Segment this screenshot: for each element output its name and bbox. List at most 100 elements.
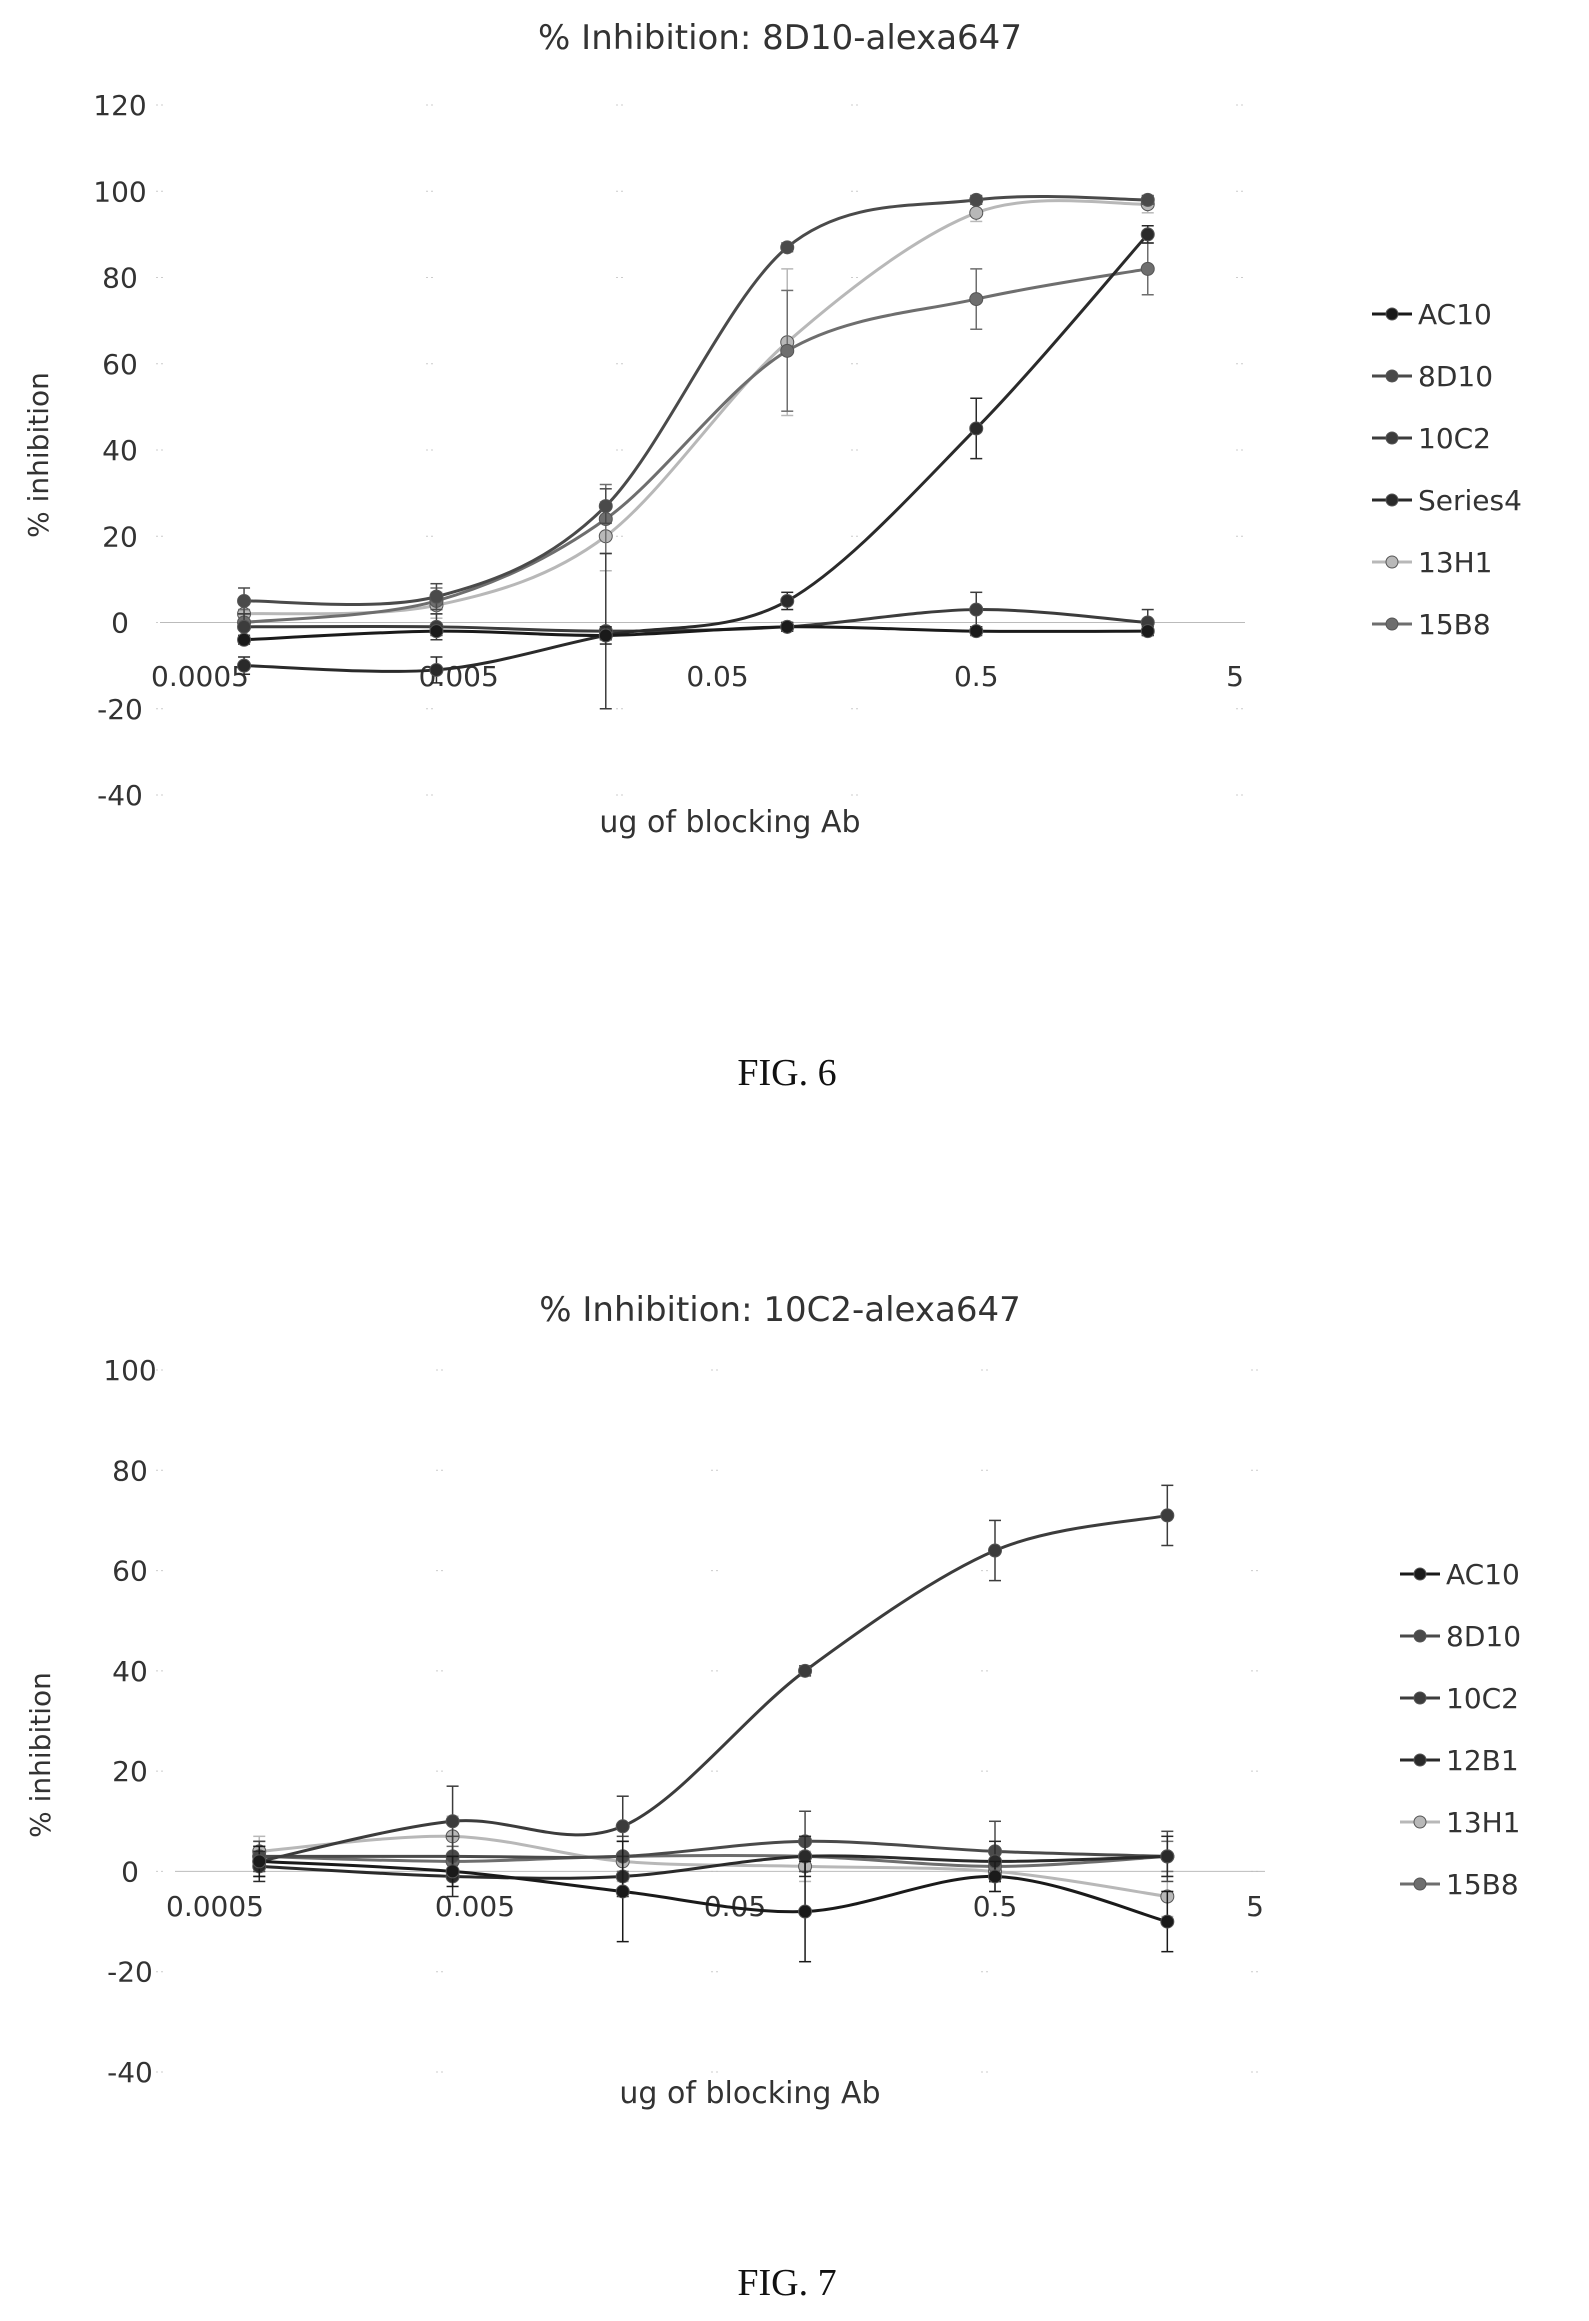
x-axis-label: ug of blocking Ab (619, 2076, 880, 2111)
data-point (969, 624, 984, 639)
data-point (1140, 261, 1155, 276)
x-axis-label: ug of blocking Ab (599, 805, 860, 840)
legend-item-ac10: AC10 (1372, 298, 1492, 331)
legend-item-12b1: 12B1 (1400, 1744, 1519, 1777)
legend-label: 12B1 (1446, 1744, 1519, 1777)
y-tick-label: 20 (112, 1755, 148, 1788)
y-tick-label: 40 (102, 434, 138, 467)
plot-series (237, 192, 1155, 710)
data-point (969, 192, 984, 207)
legend-label: 10C2 (1446, 1682, 1519, 1715)
y-tick-label: 40 (112, 1655, 148, 1688)
legend-swatch-marker (1413, 1753, 1427, 1767)
y-tick-labels: -40 -20 0 20 40 60 80 100 120 (93, 89, 146, 812)
series-13h1 (237, 194, 1155, 628)
legend-item-10c2: 10C2 (1400, 1682, 1519, 1715)
x-tick-label: 0.0005 (166, 1890, 264, 1923)
x-tick-labels: 0.0005 0.005 0.05 0.5 5 (166, 1890, 1264, 1923)
legend-item-10c2: 10C2 (1372, 422, 1491, 455)
series-ac10 (252, 1840, 1175, 1963)
series-10c2 (252, 1484, 1175, 1878)
chart-title: % Inhibition: 8D10-alexa647 (538, 18, 1022, 58)
data-point (798, 1663, 813, 1678)
gridlines (156, 1369, 1259, 2073)
series-line (259, 1854, 1168, 1880)
series-8d10 (237, 192, 1155, 615)
data-point (969, 205, 984, 220)
data-point (615, 1884, 630, 1899)
series-line (244, 233, 1149, 673)
data-point (988, 1543, 1002, 1558)
legend: AC10 8D10 10C2 12B1 13H1 15B8 (1400, 1558, 1521, 1901)
data-point (1140, 227, 1155, 242)
data-point (1160, 1914, 1175, 1929)
legend: AC10 8D10 10C2 Series4 13H1 15B8 (1372, 298, 1522, 641)
data-point (429, 662, 444, 677)
legend-swatch-marker (1385, 369, 1399, 383)
series-series4 (237, 225, 1155, 684)
legend-label: 13H1 (1446, 1806, 1521, 1839)
data-point (615, 1819, 630, 1834)
x-tick-label: 5 (1226, 660, 1244, 693)
data-point (429, 624, 444, 639)
data-point (237, 593, 252, 608)
legend-item-15b8: 15B8 (1400, 1868, 1519, 1901)
series-ac10 (237, 619, 1155, 647)
legend-swatch-marker (1385, 555, 1399, 569)
figure-caption: FIG. 6 (737, 1052, 836, 1094)
y-tick-label: -20 (107, 1956, 153, 1989)
x-tick-label: 0.0005 (151, 660, 249, 693)
x-tick-label: 0.005 (435, 1890, 515, 1923)
y-tick-label: 100 (103, 1354, 156, 1387)
series-line (244, 195, 1148, 606)
data-point (988, 1869, 1002, 1884)
x-tick-label: 0.5 (973, 1890, 1018, 1923)
data-point (1160, 1508, 1175, 1523)
data-point (429, 589, 444, 604)
legend-swatch-marker (1385, 493, 1399, 507)
plot-series (252, 1484, 1175, 1963)
chart-title: % Inhibition: 10C2-alexa647 (539, 1290, 1020, 1330)
series-line (243, 199, 1148, 616)
x-tick-label: 5 (1246, 1890, 1264, 1923)
series-line (259, 1859, 1168, 1924)
data-point (237, 632, 252, 647)
data-point (445, 1814, 460, 1829)
data-point (969, 292, 984, 307)
data-point (780, 240, 795, 255)
x-tick-label: 0.005 (419, 660, 499, 693)
x-tick-label: 0.5 (954, 660, 999, 693)
legend-swatch-marker (1413, 1691, 1427, 1705)
y-tick-label: 80 (112, 1454, 148, 1487)
data-point (780, 593, 795, 608)
legend-label: 13H1 (1418, 546, 1493, 579)
y-tick-label: 60 (112, 1555, 148, 1588)
data-point (969, 421, 984, 436)
figure-caption: FIG. 7 (737, 2262, 836, 2304)
x-tick-labels: 0.0005 0.005 0.05 0.5 5 (151, 660, 1244, 693)
y-tick-labels: -40 -20 0 20 40 60 80 100 (103, 1354, 156, 2089)
data-point (1140, 624, 1155, 639)
y-axis-label: % inhibition (24, 1672, 57, 1838)
data-point (1140, 192, 1155, 207)
legend-label: 8D10 (1446, 1620, 1521, 1653)
series-line (243, 267, 1148, 624)
data-point (780, 619, 795, 634)
gridlines (156, 104, 1244, 796)
series-line (259, 1839, 1168, 1859)
series-line (259, 1853, 1168, 1868)
y-axis-label: % inhibition (22, 372, 55, 538)
legend-label: 10C2 (1418, 422, 1491, 455)
y-tick-label: 60 (102, 348, 138, 381)
data-point (780, 343, 795, 358)
y-tick-label: 20 (102, 520, 138, 553)
data-point (598, 499, 613, 514)
legend-swatch-marker (1413, 1815, 1427, 1829)
series-line (258, 1513, 1168, 1863)
y-tick-label: 100 (93, 175, 146, 208)
legend-label: Series4 (1418, 484, 1522, 517)
chart-fig7: % Inhibition: 10C2-alexa647 % inhibition… (24, 1290, 1521, 2111)
y-tick-label: 0 (121, 1855, 139, 1888)
legend-label: 15B8 (1446, 1868, 1519, 1901)
